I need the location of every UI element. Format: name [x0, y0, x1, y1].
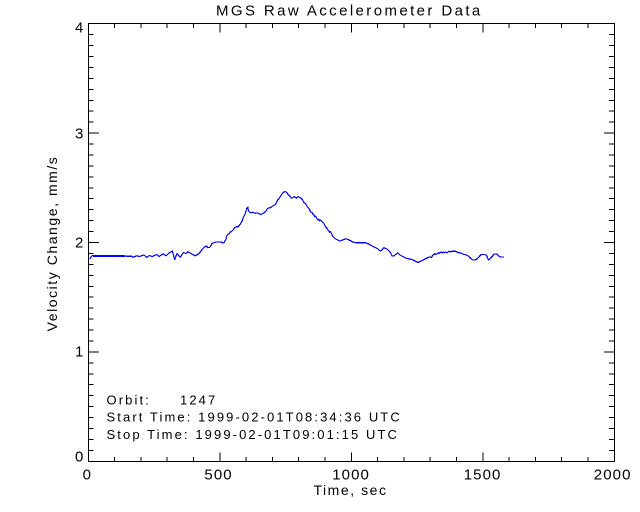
svg-text:0: 0: [75, 449, 84, 466]
svg-text:Start Time: 1999-02-01T08:34:3: Start Time: 1999-02-01T08:34:36 UTC: [107, 410, 402, 425]
svg-text:Stop Time: 1999-02-01T09:01:15: Stop Time: 1999-02-01T09:01:15 UTC: [107, 427, 400, 442]
svg-text:3: 3: [75, 126, 84, 143]
svg-text:4: 4: [75, 20, 84, 37]
svg-text:MGS Raw Accelerometer Data: MGS Raw Accelerometer Data: [216, 3, 483, 20]
svg-text:1000: 1000: [332, 466, 370, 483]
svg-text:Velocity Change, mm/s: Velocity Change, mm/s: [44, 156, 60, 332]
svg-text:1: 1: [75, 344, 84, 361]
svg-text:Orbit:: Orbit:: [107, 393, 151, 408]
svg-text:1247: 1247: [180, 393, 217, 408]
svg-text:1500: 1500: [464, 466, 502, 483]
svg-text:500: 500: [204, 466, 232, 483]
svg-text:Time, sec: Time, sec: [313, 482, 387, 498]
svg-text:2: 2: [75, 235, 84, 252]
svg-text:0: 0: [83, 466, 92, 483]
svg-text:2000: 2000: [594, 466, 632, 483]
